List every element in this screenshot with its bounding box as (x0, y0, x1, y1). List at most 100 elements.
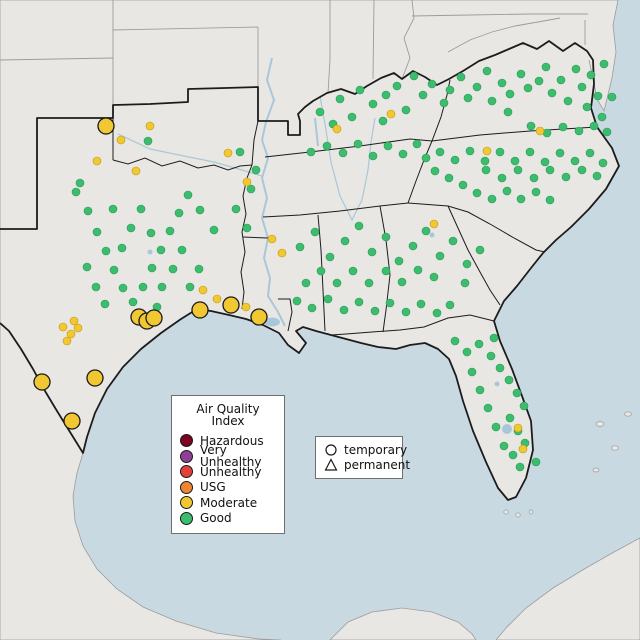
station-marker-good (540, 157, 550, 167)
station-marker-good (306, 147, 316, 157)
legend-item-usg: USG (180, 480, 276, 496)
legend-item-moderate: Moderate (180, 495, 276, 511)
kentucky-lake (314, 117, 319, 147)
station-marker-good (515, 462, 525, 472)
station-marker-good (458, 180, 468, 190)
very-unhealthy-swatch-icon (180, 449, 193, 463)
border-tn-nc (407, 140, 433, 204)
station-marker-good (445, 300, 455, 310)
station-marker-good (354, 221, 364, 231)
station-marker-good (585, 148, 595, 158)
unhealthy-swatch-icon (180, 465, 193, 479)
station-marker-good (174, 208, 184, 218)
station-marker-good (541, 62, 551, 72)
legend-label: Good (200, 511, 232, 526)
station-marker-good (307, 303, 317, 313)
station-marker-moderate (482, 146, 492, 156)
station-marker-good (315, 107, 325, 117)
station-marker-good (602, 127, 612, 137)
border-al-ga (379, 205, 391, 333)
station-marker-good (427, 79, 437, 89)
station-marker-good (483, 403, 493, 413)
station-marker-good (502, 186, 512, 196)
station-marker-good (450, 336, 460, 346)
station-marker-good (499, 441, 509, 451)
station-marker-good (75, 178, 85, 188)
legend-label: USG (200, 480, 226, 495)
station-marker-good (323, 294, 333, 304)
station-marker-good (335, 94, 345, 104)
station-marker-good (367, 247, 377, 257)
station-marker-good (83, 206, 93, 216)
station-marker-layer (33, 59, 617, 472)
border-la-ms (278, 298, 293, 332)
station-marker-good (310, 227, 320, 237)
station-marker-good (394, 256, 404, 266)
station-marker-good (165, 226, 175, 236)
station-marker-good (465, 146, 475, 156)
station-marker-good (118, 283, 128, 293)
station-marker-moderate (223, 148, 233, 158)
station-marker-good (91, 282, 101, 292)
aqi-legend-title: Air Quality Index (196, 402, 260, 428)
station-marker-good (209, 225, 219, 235)
focus-region-outline (0, 40, 620, 501)
legend-item-hazardous: Hazardous (180, 433, 276, 449)
border-fl-north (330, 314, 495, 336)
station-marker-good (445, 85, 455, 95)
station-marker-moderate_large (97, 117, 115, 135)
station-marker-good (505, 89, 515, 99)
station-marker-moderate_large (191, 301, 209, 319)
station-marker-good (82, 262, 92, 272)
station-marker-good (497, 173, 507, 183)
station-marker-good (401, 105, 411, 115)
station-marker-moderate_large (145, 309, 163, 327)
mississippi-river (260, 57, 286, 327)
station-marker-moderate (386, 109, 396, 119)
station-marker-good (531, 187, 541, 197)
station-marker-good (409, 71, 419, 81)
border-tn-south (262, 202, 409, 218)
station-marker-good (558, 122, 568, 132)
station-marker-good (547, 88, 557, 98)
station-marker-good (513, 165, 523, 175)
station-marker-good (126, 223, 136, 233)
station-marker-good (295, 242, 305, 252)
station-marker-good (354, 297, 364, 307)
station-marker-good (432, 308, 442, 318)
station-marker-good (497, 78, 507, 88)
station-marker-good (531, 457, 541, 467)
station-marker-good (101, 246, 111, 256)
station-marker-moderate (131, 166, 141, 176)
lakes (147, 232, 512, 434)
station-marker-good (561, 172, 571, 182)
station-marker-good (582, 102, 592, 112)
station-marker-good (607, 92, 617, 102)
station-marker-good (347, 112, 357, 122)
lake-pontchartrain (264, 317, 280, 327)
station-marker-good (385, 298, 395, 308)
station-marker-good (251, 165, 261, 175)
legend-item-temporary: temporary (324, 442, 407, 458)
station-marker-moderate (145, 121, 155, 131)
legend-label: temporary (344, 442, 408, 457)
station-marker-good (503, 107, 513, 117)
station-marker-good (592, 171, 602, 181)
station-marker-good (475, 245, 485, 255)
station-marker-good (462, 347, 472, 357)
station-marker-good (71, 187, 81, 197)
legend-item-unhealthy: Unhealthy (180, 464, 276, 480)
station-marker-good (574, 126, 584, 136)
station-marker-good (460, 278, 470, 288)
legend-item-good: Good (180, 511, 276, 527)
arkansas-river (117, 133, 263, 177)
station-marker-moderate (198, 285, 208, 295)
station-marker-good (556, 75, 566, 85)
station-marker-good (487, 194, 497, 204)
station-marker-good (598, 158, 608, 168)
station-marker-good (487, 96, 497, 106)
station-marker-good (355, 85, 365, 95)
station-marker-moderate_large (33, 373, 51, 391)
station-marker-good (586, 70, 596, 80)
legend-label: Very Unhealthy (200, 443, 262, 470)
